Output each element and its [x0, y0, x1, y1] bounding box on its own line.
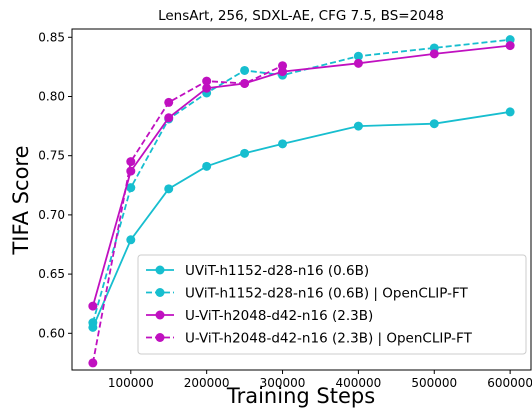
data-point: [240, 78, 250, 88]
x-tick-label: 600000: [487, 376, 532, 390]
x-axis-label: Training Steps: [226, 384, 375, 408]
data-point: [164, 97, 174, 107]
y-tick-label: 0.85: [38, 30, 65, 44]
series-layer: [88, 35, 515, 368]
legend-entry-label: U-ViT-h2048-d42-n16 (2.3B) | OpenCLIP-FT: [185, 331, 473, 347]
data-point: [240, 65, 250, 75]
legend-swatch-marker: [155, 288, 165, 297]
x-tick-label: 100000: [108, 376, 154, 390]
legend: UViT-h1152-d28-n16 (0.6B) UViT-h1152-d28-…: [137, 254, 527, 355]
data-point: [164, 113, 174, 123]
series-1: [88, 107, 515, 332]
y-tick-label: 0.65: [38, 267, 65, 281]
x-tick-label: 400000: [335, 376, 381, 390]
plot-area-frame: [71, 28, 532, 371]
x-tick-label: 500000: [411, 376, 457, 390]
chart-title: LensArt, 256, SDXL-AE, CFG 7.5, BS=2048: [158, 8, 444, 24]
legend-entry-label: UViT-h1152-d28-n16 (0.6B) | OpenCLIP-FT: [185, 286, 469, 302]
series-line: [92, 64, 283, 364]
data-point: [126, 183, 136, 193]
data-point: [429, 119, 439, 129]
data-point: [353, 121, 363, 131]
y-axis-ticks: 0.60 0.65 0.70 0.75 0.80 0.85: [38, 30, 72, 340]
data-point: [353, 51, 363, 61]
x-tick-label: 300000: [260, 376, 306, 390]
legend-box: [137, 254, 527, 355]
data-point: [88, 301, 98, 311]
data-point: [202, 161, 212, 171]
x-axis-ticks: 100000 200000 300000 400000 500000 600000: [108, 370, 532, 390]
data-point: [88, 318, 98, 328]
y-tick-label: 0.75: [38, 149, 65, 163]
data-point: [88, 358, 98, 368]
y-tick-label: 0.70: [38, 208, 65, 222]
legend-swatch-marker: [155, 265, 165, 275]
data-point: [126, 157, 136, 167]
data-point: [429, 49, 439, 59]
y-tick-label: 0.80: [38, 89, 65, 103]
data-point: [505, 41, 515, 51]
data-point: [164, 184, 174, 194]
legend-swatch-marker: [155, 333, 165, 342]
y-tick-label: 0.60: [38, 326, 65, 340]
data-point: [278, 61, 288, 71]
legend-entry-label: UViT-h1152-d28-n16 (0.6B): [185, 263, 369, 279]
series-2: [88, 35, 515, 328]
data-point: [278, 139, 288, 149]
data-point: [202, 83, 212, 93]
data-point: [505, 107, 515, 117]
series-4: [88, 61, 288, 368]
legend-entry-label: U-ViT-h2048-d42-n16 (2.3B): [185, 308, 373, 324]
x-tick-label: 200000: [184, 376, 230, 390]
data-point: [202, 76, 212, 86]
data-point: [126, 235, 136, 245]
legend-swatch-marker: [155, 310, 165, 320]
data-point: [353, 58, 363, 68]
data-point: [240, 148, 250, 158]
y-axis-label: TIFA Score: [9, 145, 33, 255]
